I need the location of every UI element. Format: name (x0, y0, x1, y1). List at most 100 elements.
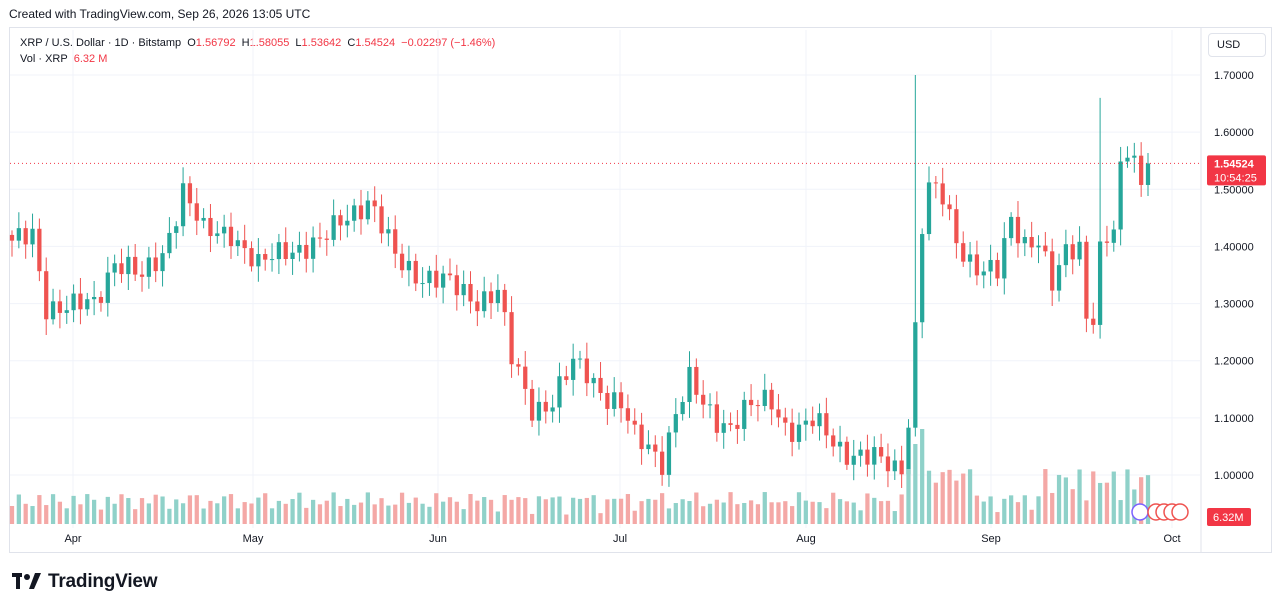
volume-bar (954, 480, 959, 524)
candle-body (488, 291, 494, 304)
volume-bar (564, 514, 569, 524)
candle-body (920, 234, 925, 323)
volume-bar (413, 497, 418, 524)
open-value: 1.56792 (195, 37, 236, 49)
volume-bar (974, 495, 980, 524)
volume-bar (680, 499, 685, 524)
candle-body (865, 449, 870, 465)
volume-bar (372, 504, 377, 524)
candle-body (639, 424, 644, 450)
currency-button[interactable]: USD (1208, 33, 1266, 57)
volume-bar (858, 510, 863, 524)
volume-bar (837, 499, 843, 524)
volume-bar (263, 493, 268, 524)
volume-bar (310, 499, 316, 524)
candle-body (420, 283, 425, 285)
candle-body (139, 274, 145, 277)
candle-body (9, 234, 15, 241)
candle-body (413, 260, 418, 284)
volume-bar (98, 509, 104, 524)
candle-body (577, 358, 583, 360)
candle-body (1104, 241, 1110, 243)
candle-body (194, 203, 199, 221)
candle-body (495, 289, 501, 304)
candle-body (509, 312, 514, 365)
volume-bar (961, 473, 966, 524)
chart-legend: XRP / U.S. Dollar · 1D · Bitstamp O1.567… (20, 35, 498, 67)
volume-bar (721, 502, 726, 524)
candle-body (680, 402, 685, 415)
volume-bar (139, 498, 145, 524)
candle-body (502, 289, 507, 313)
candle-body (454, 275, 459, 296)
x-tick-label: May (243, 533, 264, 545)
candle-body (906, 427, 911, 475)
volume-bar (940, 472, 945, 524)
volume-bar (37, 495, 42, 524)
candle-body (967, 254, 973, 262)
volume-bar (317, 504, 323, 524)
volume-bar (1118, 500, 1123, 524)
close-label: C (347, 37, 356, 49)
x-tick-label: Oct (1163, 533, 1180, 545)
volume-bar (1009, 495, 1014, 524)
candle-body (30, 228, 35, 245)
close-value: 1.54524 (355, 37, 396, 49)
volume-bar (790, 506, 795, 524)
candle-body (543, 401, 548, 412)
volume-bar (146, 503, 151, 524)
candle-body (1132, 155, 1137, 158)
candle-body (461, 283, 466, 296)
last-price-tag (1207, 155, 1266, 186)
volume-bar (618, 498, 624, 524)
volume-bar (646, 498, 651, 524)
candle-body (180, 183, 186, 227)
volume-bar (659, 493, 665, 524)
candle-body (529, 388, 535, 421)
volume-bar (878, 501, 884, 524)
open-label: O (187, 37, 196, 49)
candle-body (297, 244, 302, 253)
candle-body (769, 389, 774, 410)
candle-body (276, 242, 282, 260)
volume-bar (30, 506, 35, 524)
candle-body (571, 358, 576, 380)
volume-label[interactable]: Vol · XRP (20, 53, 68, 65)
volume-bar (714, 499, 719, 524)
y-tick-label: 1.00000 (1214, 470, 1254, 482)
volume-bar (913, 444, 918, 524)
candle-body (523, 366, 528, 389)
candle-body (71, 293, 76, 311)
volume-bar (276, 500, 282, 524)
volume-bar (1022, 495, 1027, 524)
candle-body (858, 449, 863, 456)
candle-body (256, 254, 261, 267)
candle-body (235, 240, 240, 247)
volume-bar (208, 500, 213, 524)
high-value: 1.58055 (249, 37, 290, 49)
price-chart[interactable]: 1.70000 1.60000 1.50000 1.40000 1.30000 1.200… (0, 0, 1281, 560)
volume-bar (844, 501, 850, 524)
volume-bar (338, 506, 343, 524)
candle-body (441, 273, 446, 288)
candle-body (940, 183, 945, 205)
candle-body (974, 254, 980, 276)
symbol-label[interactable]: XRP / U.S. Dollar · 1D · Bitstamp (20, 37, 182, 49)
candle-body (646, 444, 651, 450)
volume-bar (673, 503, 678, 524)
volume-bar (242, 502, 247, 524)
candle-body (352, 205, 357, 221)
x-tick-label: Jul (613, 533, 627, 545)
volume-bar (475, 500, 480, 524)
candle-body (50, 301, 56, 320)
volume-bar (365, 492, 370, 524)
volume-bar (119, 494, 124, 524)
candle-body (755, 405, 761, 407)
candle-body (304, 244, 309, 259)
candle-body (105, 272, 110, 303)
candle-body (954, 209, 959, 244)
candle-body (1036, 245, 1041, 248)
volume-bar (222, 496, 227, 524)
volume-bar (1125, 469, 1130, 524)
volume-bar (1050, 492, 1055, 524)
